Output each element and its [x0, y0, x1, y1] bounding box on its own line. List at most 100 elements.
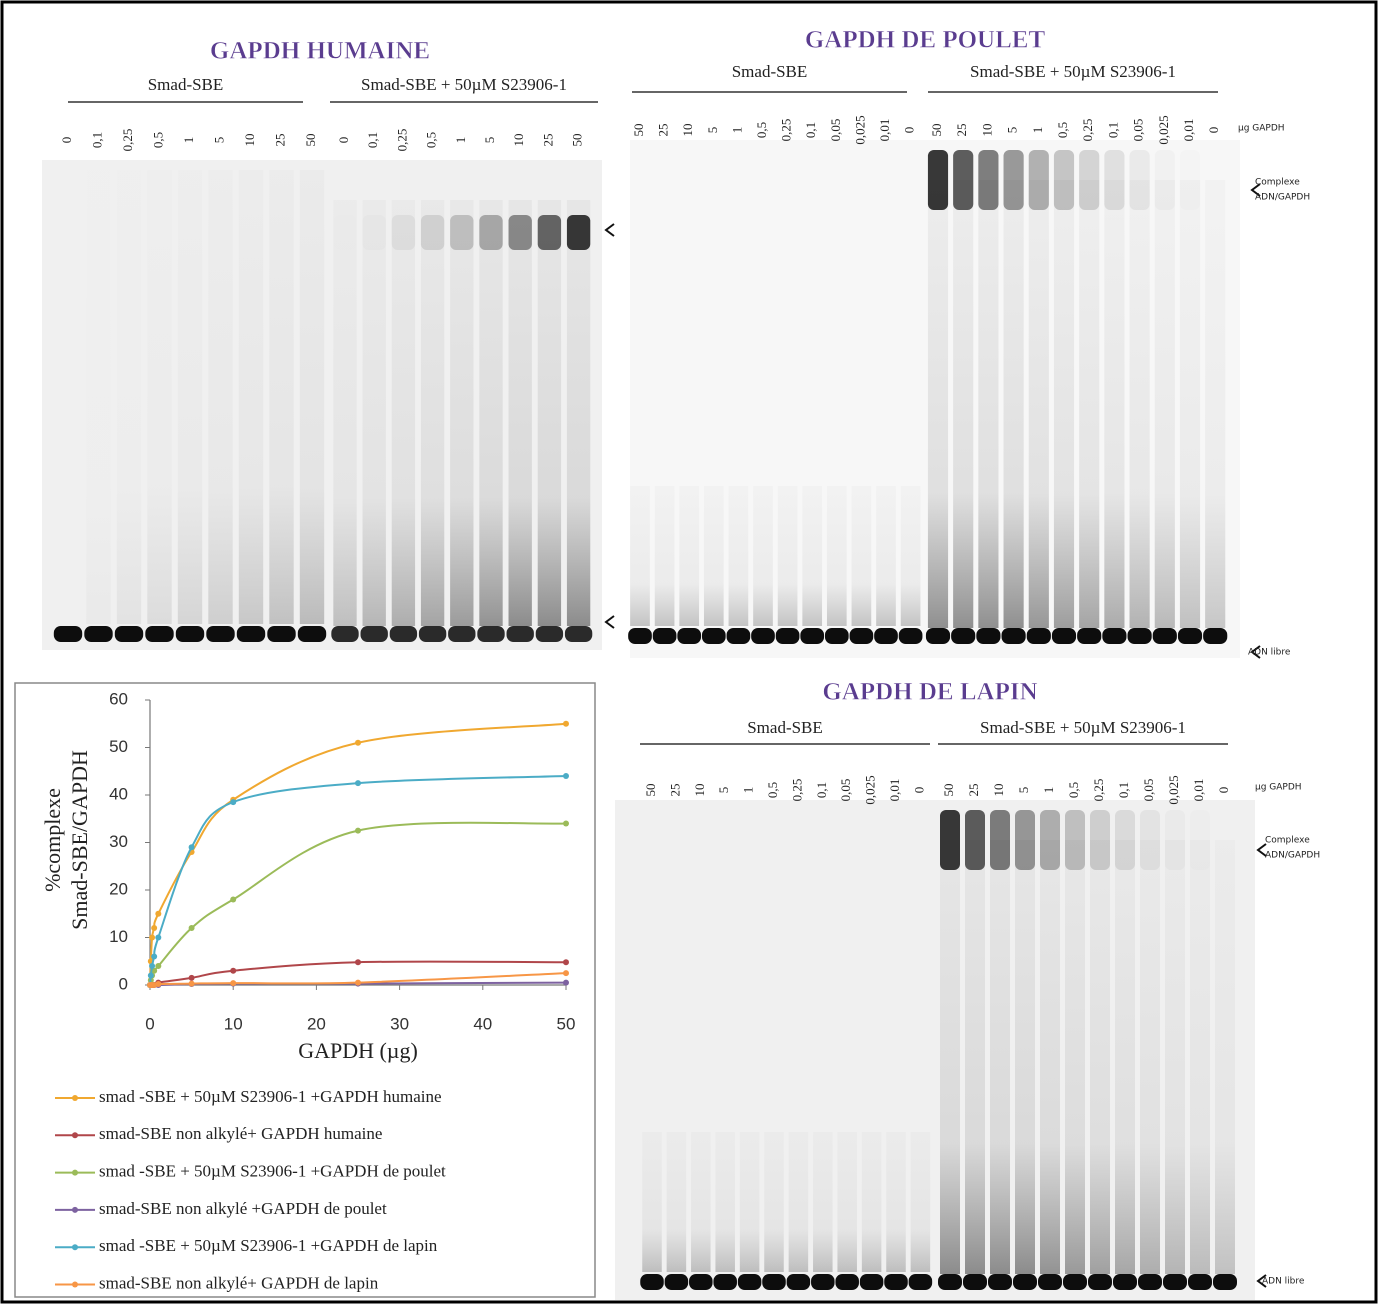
legend-label: smad-SBE non alkylé+ GAPDH humaine: [99, 1124, 382, 1143]
smear: [1015, 840, 1035, 1274]
complex-band: [990, 810, 1010, 870]
lane-label: 5: [211, 137, 226, 144]
smear: [886, 1132, 906, 1272]
series-line: [149, 775, 567, 986]
free-band: [1138, 1274, 1162, 1290]
smear: [666, 1132, 687, 1272]
lane-label: 5: [1016, 787, 1031, 794]
gel-title: GAPDH DE POULET: [805, 27, 1046, 54]
smear: [1190, 840, 1210, 1274]
lane-label: 1: [1041, 787, 1056, 794]
lane-label: 0: [1206, 127, 1221, 134]
y-axis-label: Smad-SBE/GAPDH: [67, 750, 92, 930]
smear: [630, 486, 650, 626]
lane-label: 0,5: [1066, 782, 1081, 798]
lane-label: 0,25: [789, 779, 804, 802]
legend-marker: [72, 1169, 78, 1176]
free-band: [737, 1274, 762, 1290]
free-label: ADN libre: [1262, 1277, 1305, 1287]
point: [155, 963, 162, 969]
y-tick-label: 60: [109, 689, 128, 708]
lane-label: 10: [680, 124, 695, 137]
complex-band: [1180, 150, 1200, 210]
point: [188, 844, 195, 851]
lane-label: 10: [692, 784, 707, 797]
complex-band: [1205, 150, 1225, 210]
free-band: [664, 1274, 689, 1290]
free-band: [1188, 1274, 1212, 1290]
smear: [1215, 840, 1235, 1274]
lane-label: 50: [303, 134, 318, 147]
lane-label: 0,5: [765, 782, 780, 798]
lane-label: 1: [1030, 127, 1045, 134]
free-band: [726, 628, 751, 644]
lane-label: 0,25: [1080, 119, 1095, 142]
smear: [333, 200, 357, 626]
point: [563, 773, 569, 779]
lane-label: 0: [336, 137, 351, 144]
free-band: [1051, 628, 1077, 644]
legend-marker: [72, 1095, 78, 1101]
arrow: [1250, 183, 1261, 197]
group-label: Smad-SBE + 50µM S23906-1: [361, 75, 567, 94]
lane-label: 0,1: [803, 122, 818, 138]
point: [230, 980, 237, 987]
smear: [691, 1132, 711, 1272]
lane-label: 0,5: [754, 122, 769, 138]
complex-band: [537, 215, 562, 250]
smear: [1179, 180, 1201, 628]
lane-label: 5: [705, 127, 720, 134]
point: [563, 970, 569, 977]
free-band: [535, 626, 564, 642]
lane-label: 0: [902, 127, 917, 134]
point: [188, 980, 195, 987]
lane-label: 25: [656, 124, 671, 137]
complex-label: ADN/GAPDH: [1265, 851, 1320, 861]
lane-label: 50: [631, 124, 646, 137]
point: [147, 972, 154, 979]
smear: [927, 180, 949, 628]
point: [155, 981, 162, 988]
lane-label: 0,025: [1156, 115, 1171, 144]
lane-label: 0,05: [1131, 119, 1146, 142]
lane-label: 0,05: [828, 119, 843, 142]
x-axis-label: GAPDH (µg): [298, 1038, 418, 1063]
arrow: [604, 223, 615, 237]
arrow: [1250, 645, 1261, 659]
free-band: [640, 1274, 664, 1290]
point: [188, 974, 195, 981]
free-band: [1102, 628, 1127, 644]
point: [563, 820, 569, 827]
free-band: [1088, 1274, 1112, 1290]
free-band: [874, 628, 898, 644]
free-band: [1127, 628, 1152, 644]
smear: [269, 170, 294, 624]
lane-label: 1: [729, 127, 744, 134]
free-band: [976, 628, 1001, 644]
complex-band: [1215, 810, 1235, 870]
lane-label: 25: [966, 784, 981, 797]
lane-label: 0: [1216, 787, 1231, 794]
smear: [1205, 180, 1226, 628]
complex-band: [508, 215, 532, 250]
lane-label: 25: [272, 134, 287, 147]
smear: [1165, 840, 1185, 1274]
smear: [1104, 180, 1125, 628]
smear: [788, 1132, 809, 1272]
free-band: [652, 628, 677, 644]
complex-band: [420, 215, 445, 250]
free-band: [297, 626, 327, 642]
smear: [1090, 840, 1110, 1274]
lane-label: 0,01: [1181, 119, 1196, 142]
complex-band: [450, 215, 474, 250]
series-line: [149, 722, 567, 986]
lane-label: 50: [643, 784, 658, 797]
x-tick-label: 50: [557, 1014, 576, 1033]
free-band: [925, 628, 951, 644]
free-band: [1077, 628, 1102, 644]
smear: [990, 840, 1010, 1274]
complex-band: [1140, 810, 1160, 870]
complex-band: [1090, 810, 1110, 870]
smear: [566, 200, 591, 626]
legend-label: smad-SBE non alkylé +GAPDH de poulet: [99, 1199, 387, 1218]
